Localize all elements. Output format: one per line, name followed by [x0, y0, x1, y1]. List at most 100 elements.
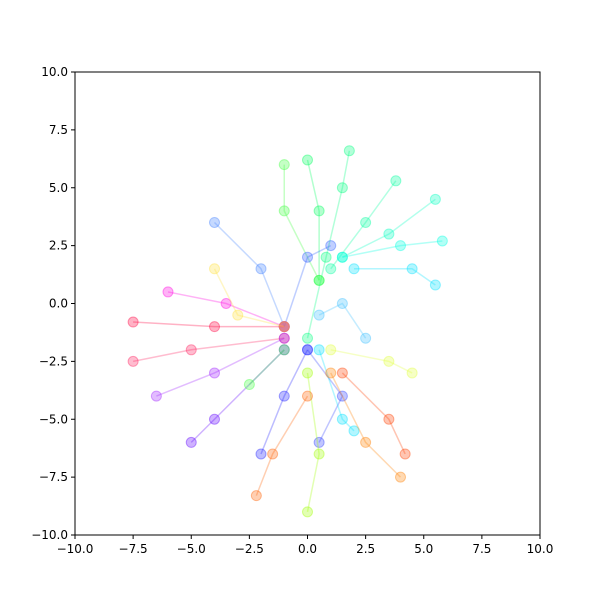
node-marker [325, 263, 337, 275]
node-marker [278, 344, 290, 356]
node-marker [209, 321, 220, 333]
y-tick-label: 0.0 [49, 297, 68, 311]
y-tick-label: 5.0 [49, 181, 68, 195]
node-marker [429, 279, 441, 291]
x-tick-label: −7.5 [119, 542, 148, 556]
node-marker [278, 321, 290, 333]
x-tick-label: 7.5 [472, 542, 491, 556]
node-marker [360, 216, 372, 228]
node-marker [336, 251, 348, 263]
node-marker [395, 471, 406, 483]
node-marker [390, 175, 402, 187]
y-tick-label: −7.5 [39, 470, 68, 484]
branch-line [213, 268, 285, 328]
node-marker [278, 321, 290, 333]
branch-line [306, 150, 351, 339]
node-marker [302, 344, 313, 356]
branch-line [342, 198, 436, 258]
branch-line [167, 291, 285, 328]
branch-line [190, 349, 285, 443]
node-marker [320, 251, 332, 263]
branch-line [248, 349, 285, 386]
node-marker [150, 390, 162, 402]
branch-line [318, 302, 367, 339]
node-marker [162, 286, 174, 298]
node-marker [127, 355, 139, 367]
node-marker [395, 240, 406, 252]
branch-line [260, 349, 309, 455]
node-marker [313, 436, 325, 448]
node-marker [336, 251, 348, 263]
x-tick-label: −10.0 [57, 542, 94, 556]
node-marker [278, 205, 290, 217]
branch-line [156, 337, 285, 397]
node-marker [185, 436, 197, 448]
branch-line [255, 395, 309, 496]
branch-line [318, 349, 355, 432]
node-marker [209, 263, 220, 275]
node-marker [325, 240, 337, 252]
node-marker [325, 367, 337, 379]
y-tick-label: −2.5 [39, 354, 68, 368]
node-marker [348, 425, 360, 437]
y-tick-label: 7.5 [49, 123, 68, 137]
node-marker [429, 193, 441, 205]
node-marker [232, 309, 244, 321]
node-marker [278, 321, 290, 333]
node-marker [185, 344, 197, 356]
node-marker [360, 332, 372, 344]
node-marker [313, 448, 325, 460]
branch-line [283, 244, 332, 327]
node-marker [383, 355, 395, 367]
branch-line [306, 349, 344, 443]
node-marker [313, 309, 325, 321]
node-marker [406, 263, 418, 275]
node-marker [278, 321, 290, 333]
node-marker [278, 390, 290, 402]
node-marker [209, 367, 220, 379]
node-marker [243, 379, 255, 391]
node-marker [336, 413, 348, 425]
branch-line [330, 372, 402, 478]
node-marker [436, 235, 448, 247]
branch-line [283, 164, 320, 281]
node-marker [278, 159, 290, 171]
branch-line [306, 159, 320, 281]
node-marker [209, 216, 220, 228]
branch-line [133, 321, 285, 328]
branch-line [342, 240, 443, 258]
axes-frame [74, 71, 541, 536]
node-marker [267, 448, 279, 460]
node-marker [302, 367, 313, 379]
node-marker [302, 344, 313, 356]
node-marker [250, 490, 262, 502]
x-tick-label: 2.5 [356, 542, 375, 556]
node-marker [302, 251, 313, 263]
node-marker [313, 205, 325, 217]
plot-area [127, 145, 448, 518]
node-marker [313, 274, 325, 286]
branch-line [330, 180, 397, 270]
node-marker [127, 316, 139, 328]
node-marker [209, 413, 220, 425]
branch-line [330, 349, 413, 374]
y-tick-label: −10.0 [31, 528, 68, 542]
node-marker [383, 228, 395, 240]
branch-line [354, 268, 436, 286]
y-tick-label: 10.0 [41, 65, 68, 79]
node-marker [278, 332, 290, 344]
node-marker [360, 436, 372, 448]
y-tick-label: 2.5 [49, 239, 68, 253]
node-marker [302, 390, 313, 402]
node-marker [336, 367, 348, 379]
node-marker [325, 344, 337, 356]
x-tick-label: 10.0 [527, 542, 554, 556]
node-marker [336, 298, 348, 309]
node-marker [278, 321, 290, 333]
branch-line [306, 372, 320, 512]
branch-line [132, 337, 285, 363]
node-marker [255, 448, 267, 460]
branch-line [213, 221, 285, 327]
branch-line [341, 372, 406, 455]
